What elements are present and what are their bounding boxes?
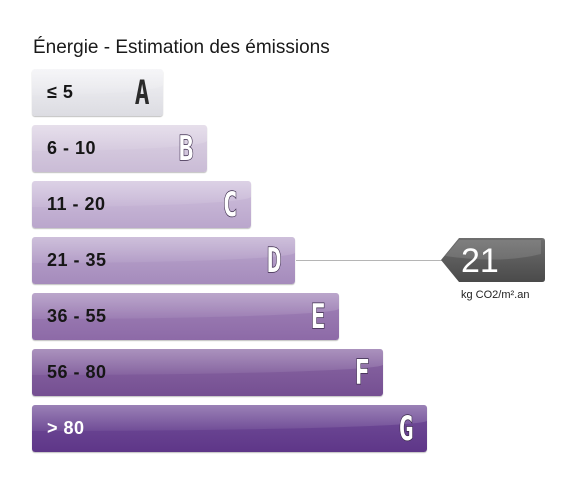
class-range-label: ≤ 5 (47, 82, 74, 102)
class-bar-c: 11 - 20 C (32, 181, 251, 228)
class-bar-b: 6 - 10 B (32, 125, 207, 172)
class-letter: A (134, 73, 149, 113)
class-bar-a: ≤ 5 A (32, 69, 163, 116)
indicator-unit: kg CO2/m².an (461, 289, 530, 301)
indicator-leader-line (296, 260, 446, 261)
indicator-value: 21 (461, 242, 499, 280)
class-range-label: 36 - 55 (47, 306, 107, 326)
class-bar-d: 21 - 35 D (32, 237, 295, 284)
class-bar-e: 36 - 55 E (32, 293, 339, 340)
class-bar-g: > 80 G (32, 405, 427, 452)
value-indicator: 21 (441, 238, 545, 282)
class-range-label: 21 - 35 (47, 250, 107, 270)
bar-sheen (32, 405, 427, 431)
class-range-label: 11 - 20 (47, 194, 106, 214)
class-bar-f: 56 - 80 F (32, 349, 383, 396)
class-letter: E (310, 296, 326, 338)
class-letter: C (222, 184, 238, 226)
class-letter: G (398, 408, 414, 450)
class-letter: D (266, 240, 282, 282)
class-range-label: > 80 (47, 418, 85, 438)
indicator-arrow-shape (441, 238, 545, 282)
class-letter: F (354, 352, 370, 394)
chart-title: Énergie - Estimation des émissions (33, 37, 330, 58)
class-letter: B (178, 128, 194, 170)
class-range-label: 56 - 80 (47, 362, 107, 382)
class-range-label: 6 - 10 (47, 138, 97, 158)
